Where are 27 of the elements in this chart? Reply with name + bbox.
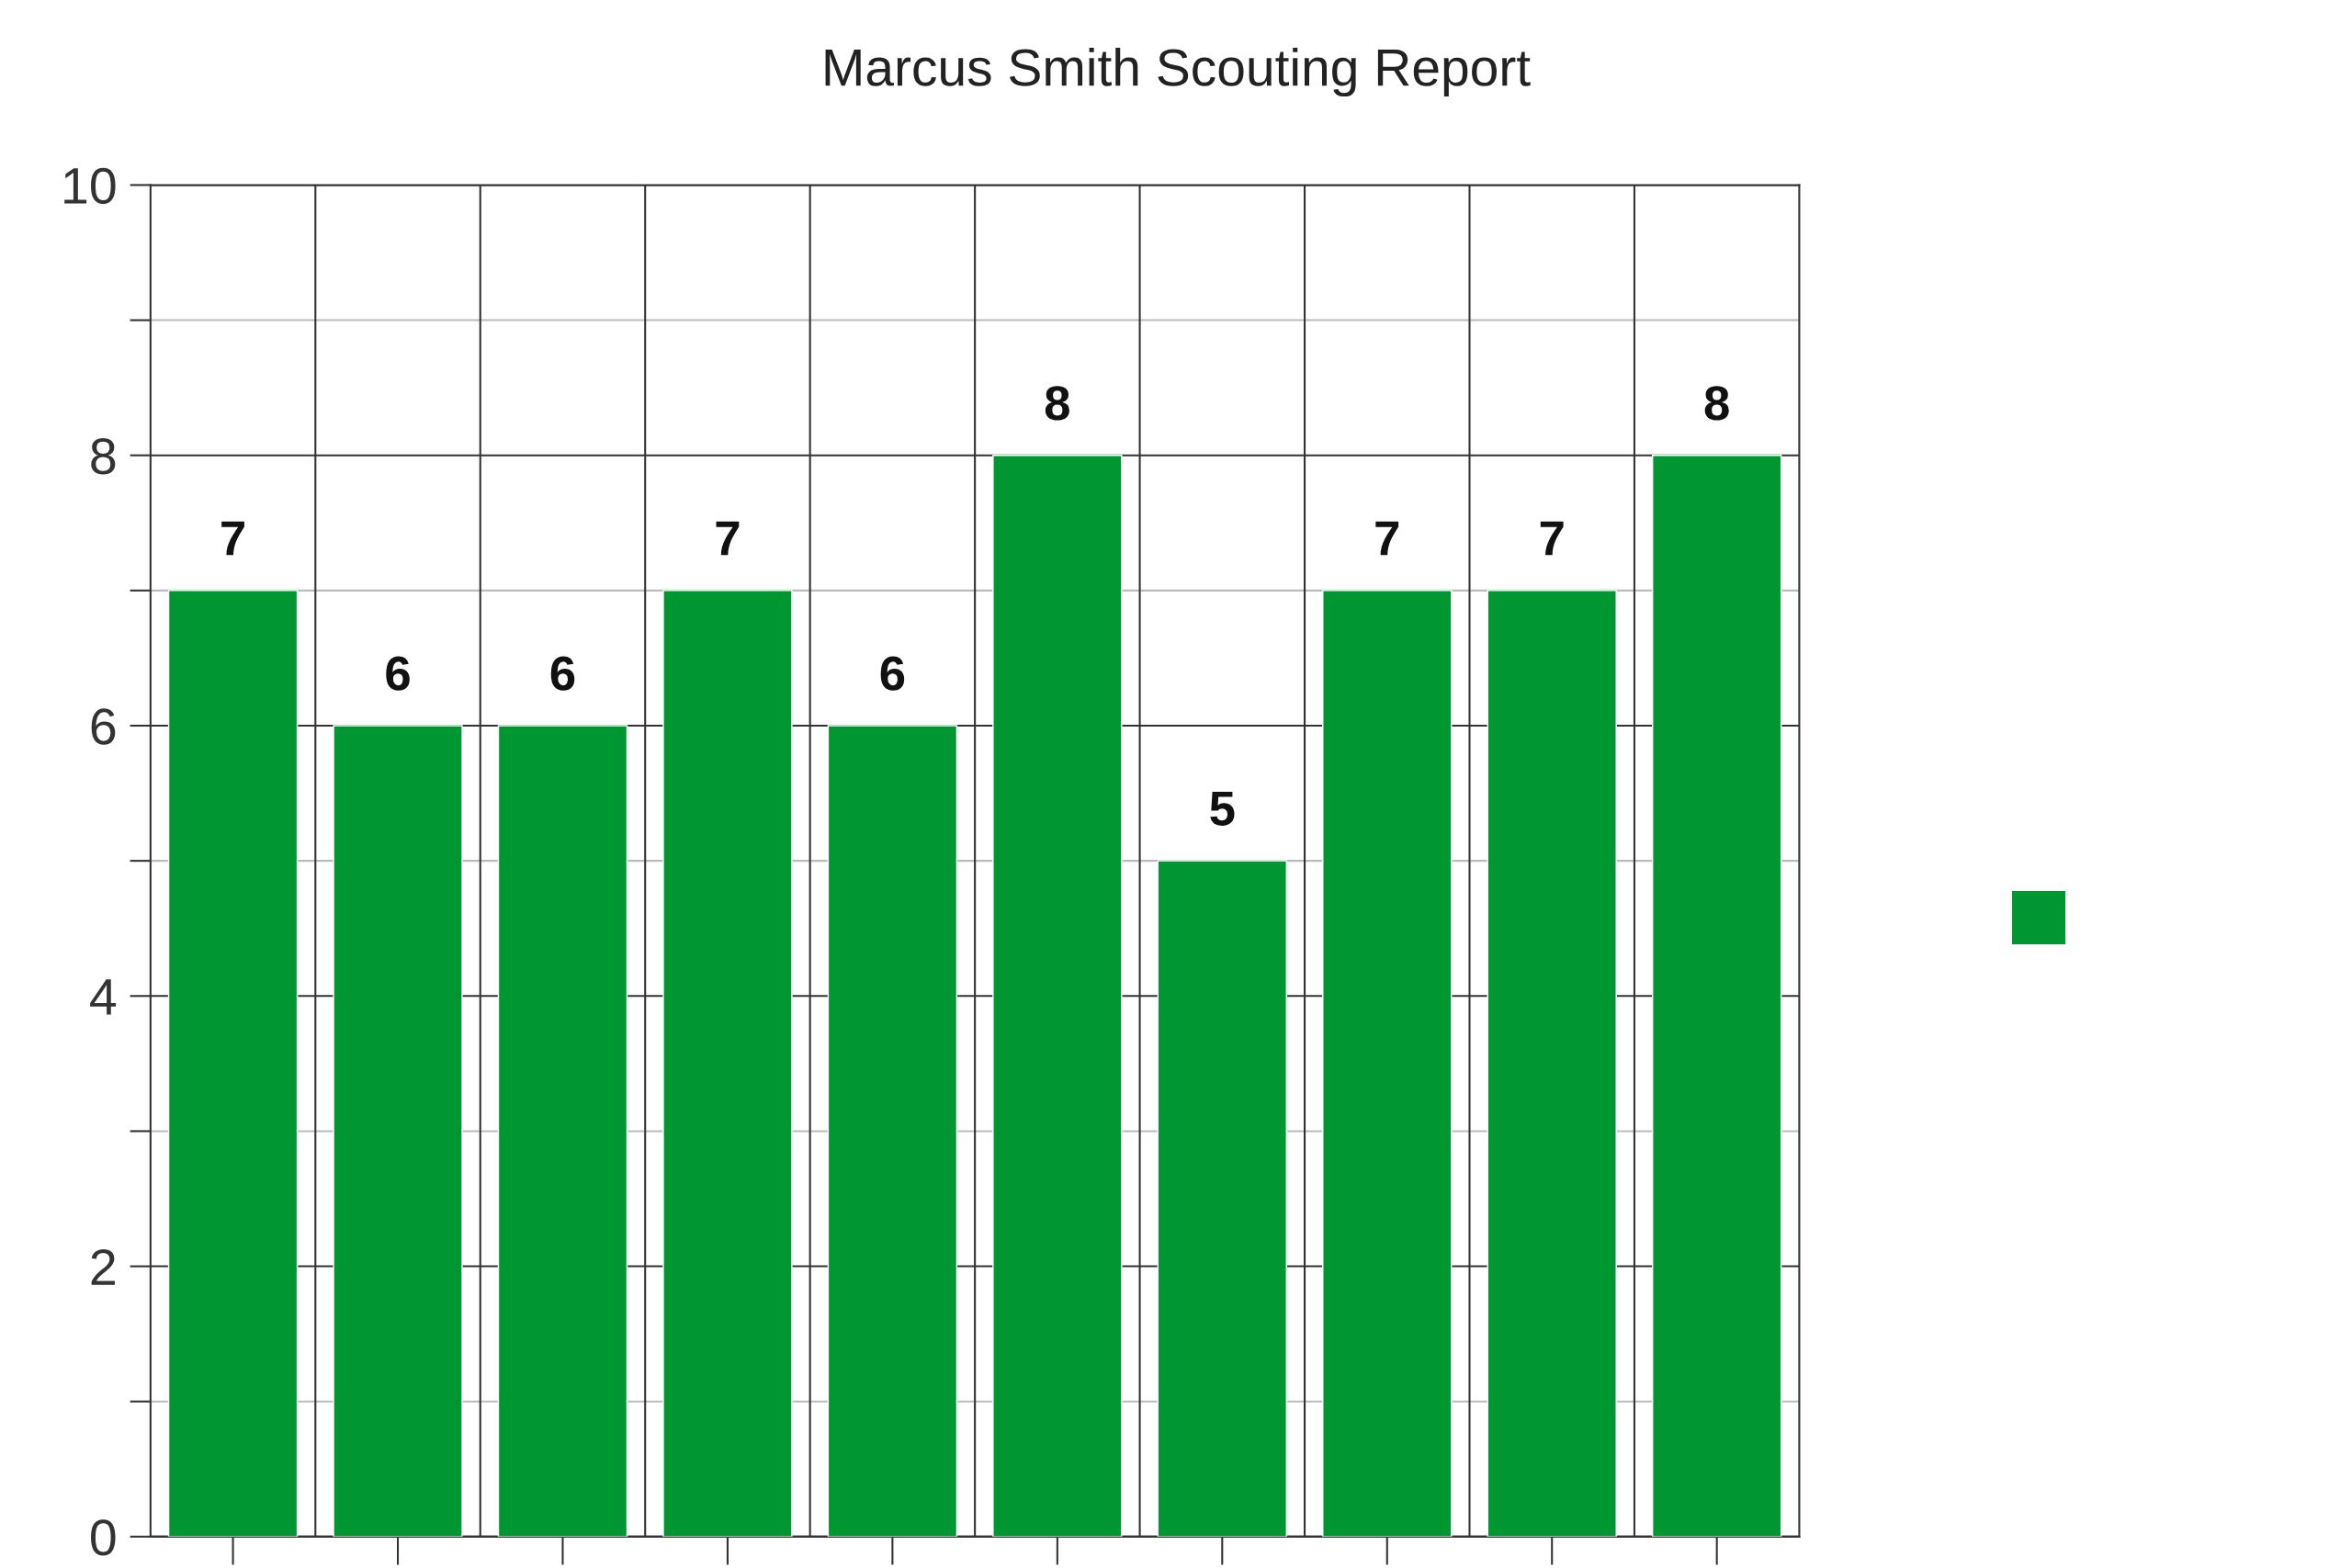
data-label: 8 [1704,386,1729,421]
y-tick-label: 6 [91,708,116,745]
data-label: 7 [716,521,740,556]
bar [1651,455,1782,1537]
bar [1322,590,1453,1537]
y-tick-label: 2 [91,1248,115,1285]
data-label: 6 [386,656,410,691]
bar [1157,860,1287,1537]
bar [992,455,1123,1537]
y-tick-label: 10 [64,167,116,205]
bar [1487,590,1617,1537]
data-label: 6 [550,656,575,691]
data-label: 6 [880,656,905,691]
data-label: 7 [1375,521,1399,556]
chart-title: Marcus Smith Scouting Report [825,47,1531,97]
bar [662,590,793,1537]
data-label: 7 [1540,521,1564,556]
bar [333,725,463,1537]
data-label: 8 [1045,386,1069,421]
y-tick-label: 0 [91,1519,116,1556]
bar [497,725,628,1537]
bar [167,590,299,1537]
bar [827,725,958,1537]
y-tick-label: 4 [90,979,117,1015]
y-tick-label: 8 [91,438,116,475]
data-label: 5 [1210,792,1235,826]
data-label: 7 [221,521,244,556]
